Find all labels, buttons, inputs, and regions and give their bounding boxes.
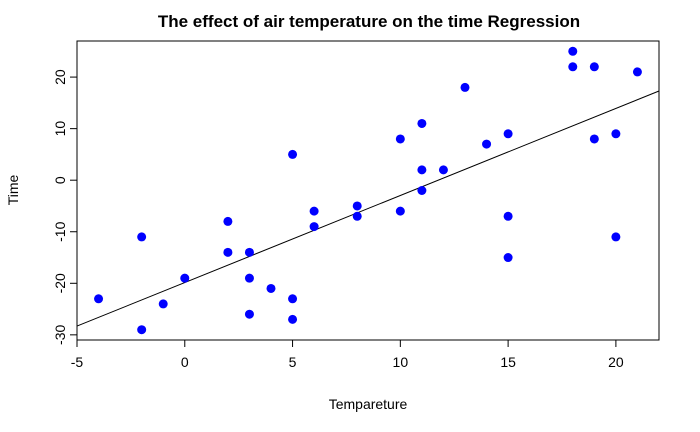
data-point <box>309 222 319 232</box>
plot-area <box>76 40 660 341</box>
data-point <box>438 165 448 175</box>
data-point <box>137 325 147 335</box>
data-point <box>395 206 405 216</box>
data-point <box>395 134 405 144</box>
data-point <box>352 211 362 221</box>
data-point <box>417 165 427 175</box>
x-axis-label: Tempareture <box>329 396 408 412</box>
x-tick-label: 20 <box>608 354 624 370</box>
regression-line <box>76 90 660 327</box>
data-point <box>137 232 147 242</box>
data-point <box>503 129 513 139</box>
y-tick-label: -30 <box>52 325 68 345</box>
data-point <box>503 253 513 263</box>
data-point <box>94 294 104 304</box>
data-point <box>244 309 254 319</box>
data-point <box>288 149 298 159</box>
data-point <box>180 273 190 283</box>
data-point <box>417 118 427 128</box>
data-point <box>503 211 513 221</box>
data-point <box>568 46 578 56</box>
data-point <box>288 314 298 324</box>
data-points <box>94 46 642 335</box>
data-point <box>460 82 470 92</box>
x-axis: -5 0 5 10 15 20 <box>71 340 624 370</box>
y-axis: -30 -20 -10 0 10 20 <box>52 69 77 345</box>
data-point <box>568 62 578 72</box>
data-point <box>482 139 492 149</box>
y-tick-label: 0 <box>52 176 68 184</box>
data-point <box>309 206 319 216</box>
data-point <box>352 201 362 211</box>
data-point <box>244 273 254 283</box>
data-point <box>158 299 168 309</box>
chart-title: The effect of air temperature on the tim… <box>158 12 580 31</box>
data-point <box>611 232 621 242</box>
y-tick-label: -20 <box>52 273 68 293</box>
data-point <box>223 247 233 257</box>
x-tick-label: 10 <box>393 354 409 370</box>
data-point <box>611 129 621 139</box>
x-tick-label: -5 <box>71 354 84 370</box>
data-point <box>244 247 254 257</box>
data-point <box>223 216 233 226</box>
data-point <box>632 67 642 77</box>
data-point <box>266 283 276 293</box>
data-point <box>589 134 599 144</box>
data-point <box>288 294 298 304</box>
x-tick-label: 15 <box>500 354 516 370</box>
data-point <box>417 186 427 195</box>
y-tick-label: 10 <box>52 121 68 137</box>
x-tick-label: 5 <box>289 354 297 370</box>
data-point <box>589 62 599 72</box>
x-tick-label: 0 <box>181 354 189 370</box>
y-tick-label: 20 <box>52 69 68 85</box>
y-tick-label: -10 <box>52 221 68 241</box>
y-axis-label: Time <box>5 174 21 205</box>
